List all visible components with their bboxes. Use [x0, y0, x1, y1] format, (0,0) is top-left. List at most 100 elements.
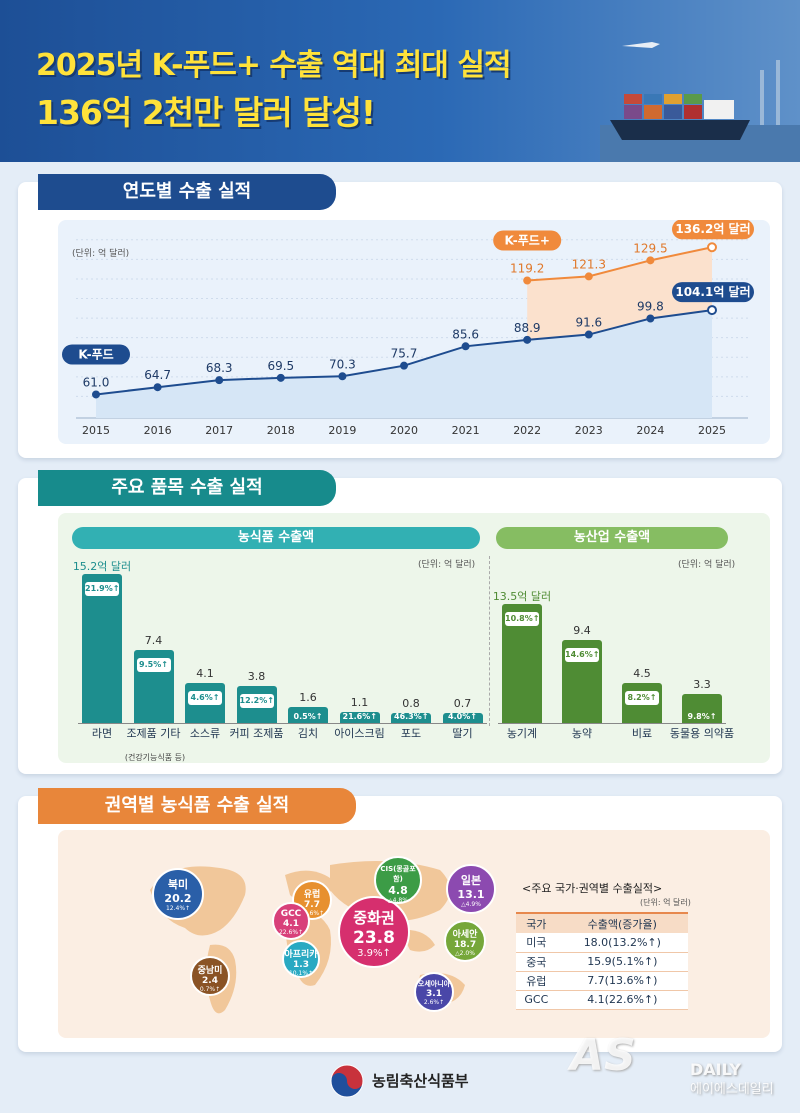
bar-category-label: 비료	[631, 727, 653, 740]
bar	[288, 707, 328, 723]
kfoodplus-value-label: 121.3	[572, 257, 606, 271]
kfood-value-label: 99.8	[637, 299, 664, 313]
region-name: 아세안	[452, 930, 478, 941]
region-growth: 12.4%↑	[165, 905, 191, 913]
kfoodplus-series-badge: K-푸드+	[505, 234, 550, 248]
bar-value-label: 3.8	[247, 669, 266, 683]
bar-growth-label: 9.5%↑	[136, 658, 171, 673]
bar-baseline	[78, 723, 487, 724]
region-growth: △4.8%	[388, 896, 408, 904]
bar-category-label: 농기계	[506, 727, 538, 740]
bar	[442, 713, 483, 723]
kfood-point	[707, 305, 717, 316]
bar-growth-label: 21.6%↑	[342, 712, 377, 721]
bar-category-label: 커피 조제품	[229, 727, 284, 740]
region-bubble: 일본 13.1 △4.9%	[446, 864, 496, 914]
tab-annual-export: 연도별 수출 실적	[38, 174, 336, 210]
bar-value-label: 13.5억 달러	[492, 590, 552, 604]
kfoodplus-series-line	[527, 246, 713, 282]
headline-line-2: 136억 2천만 달러 달성!	[36, 93, 376, 132]
bar-growth-label: 4.6%↑	[188, 690, 222, 705]
region-value: 7.7	[304, 899, 320, 910]
bar-growth-label: 0.5%↑	[293, 712, 323, 721]
kfood-value-label: 64.7	[144, 368, 171, 382]
bar-value-label: 0.8	[402, 697, 420, 710]
region-name: 북미	[167, 878, 189, 892]
region-name: 중남미	[197, 965, 223, 976]
table-cell: 중국	[516, 952, 557, 972]
bar-growth-label: 4.0%↑	[448, 712, 477, 721]
region-value: 1.3	[293, 959, 309, 970]
region-growth: 0.7%↑	[199, 985, 221, 993]
kfoodplus-value-label: 119.2	[510, 262, 544, 276]
region-value: 23.8	[353, 927, 395, 948]
table-header-country: 국가	[516, 912, 557, 933]
kfood-point	[523, 335, 532, 344]
bar-category-label: 동물용 의약품	[669, 727, 735, 740]
table-row: 유럽 7.7(13.6%↑)	[516, 971, 688, 991]
kfood-point	[584, 330, 593, 339]
kfood-point	[153, 383, 162, 392]
region-name: 일본	[460, 874, 482, 887]
region-value: 13.1	[457, 888, 485, 901]
kfoodplus-value-label: 129.5	[633, 241, 667, 255]
region-growth: 13.6%↑	[299, 909, 325, 917]
table-header-amount: 수출액(증가율)	[556, 912, 688, 933]
food-bar-note: (건강기능식품 등)	[124, 753, 186, 762]
kfood-series-badge: K-푸드	[78, 347, 113, 361]
x-tick-label: 2025	[698, 424, 726, 437]
bar	[82, 574, 122, 723]
bar-value-label: 0.7	[453, 697, 472, 710]
table-cell: 7.7(13.6%↑)	[556, 971, 688, 991]
region-bubble: 중화권 23.8 3.9%↑	[338, 896, 410, 968]
kfood-end-label: 104.1억 달러	[675, 284, 750, 299]
table-row: 중국 15.9(5.1%↑)	[516, 952, 688, 972]
region-name: 오세아니아	[417, 979, 451, 988]
kfood-value-label: 91.6	[575, 316, 602, 330]
bar-value-label: 4.1	[196, 666, 214, 680]
kfood-value-label: 75.7	[391, 347, 418, 361]
kfood-end-label-bg	[672, 282, 754, 303]
kfoodplus-series-badge-bg	[493, 230, 562, 251]
x-tick-label: 2016	[144, 424, 172, 437]
kfood-point	[215, 376, 224, 385]
region-bubble: GCC 4.1 22.6%↑	[272, 902, 310, 940]
region-value: 20.2	[164, 892, 192, 906]
kfood-point	[338, 372, 347, 381]
watermark-daily: DAILY	[690, 1060, 741, 1079]
kfood-value-label: 88.9	[514, 321, 541, 335]
bar-growth-label: 9.8%↑	[687, 712, 717, 721]
table-cell: 유럽	[516, 971, 557, 991]
bar-baseline	[498, 723, 726, 724]
x-tick-label: 2020	[390, 424, 418, 437]
bar-growth-label: 46.3%↑	[394, 712, 429, 721]
region-bubble: 북미 20.2 12.4%↑	[152, 868, 204, 920]
kfood-point	[461, 342, 470, 351]
bar-value-label: 3.3	[693, 677, 711, 691]
x-tick-label: 2022	[513, 424, 541, 437]
region-name: 중화권	[353, 908, 395, 927]
kfoodplus-end-label-bg	[672, 220, 754, 240]
region-growth: 10.1%↑	[288, 969, 314, 977]
bar-growth-label: 14.6%↑	[565, 648, 599, 663]
ministry-name: 농림축산식품부	[372, 1072, 469, 1090]
kfood-point	[276, 373, 285, 382]
watermark-logo: AS	[570, 1030, 636, 1081]
x-tick-label: 2018	[267, 424, 295, 437]
region-bubble: CIS(몽골포함) 4.8 △4.8%	[374, 856, 422, 904]
bar-category-label: 조제품 기타	[126, 727, 181, 740]
region-table-title: <주요 국가·권역별 수출실적>	[522, 882, 663, 895]
bar-category-label: 라면	[91, 727, 113, 740]
kfood-point	[400, 361, 408, 370]
x-tick-label: 2023	[575, 424, 603, 437]
x-tick-label: 2024	[636, 424, 664, 437]
region-bubble: 중남미 2.4 0.7%↑	[190, 956, 230, 996]
bar-growth-label: 8.2%↑	[625, 691, 659, 706]
x-tick-label: 2021	[452, 424, 480, 437]
bar-value-label: 9.4	[573, 624, 591, 638]
bar-category-label: 농약	[571, 727, 593, 740]
annual-line-chart: 61.0 64.7 68.3 69.5 70.3 75.7 85.6 88.9 91.6 99.8…	[62, 220, 754, 437]
region-value: 3.1	[426, 988, 442, 999]
table-cell: 15.9(5.1%↑)	[556, 952, 688, 972]
kfood-point	[646, 314, 655, 323]
